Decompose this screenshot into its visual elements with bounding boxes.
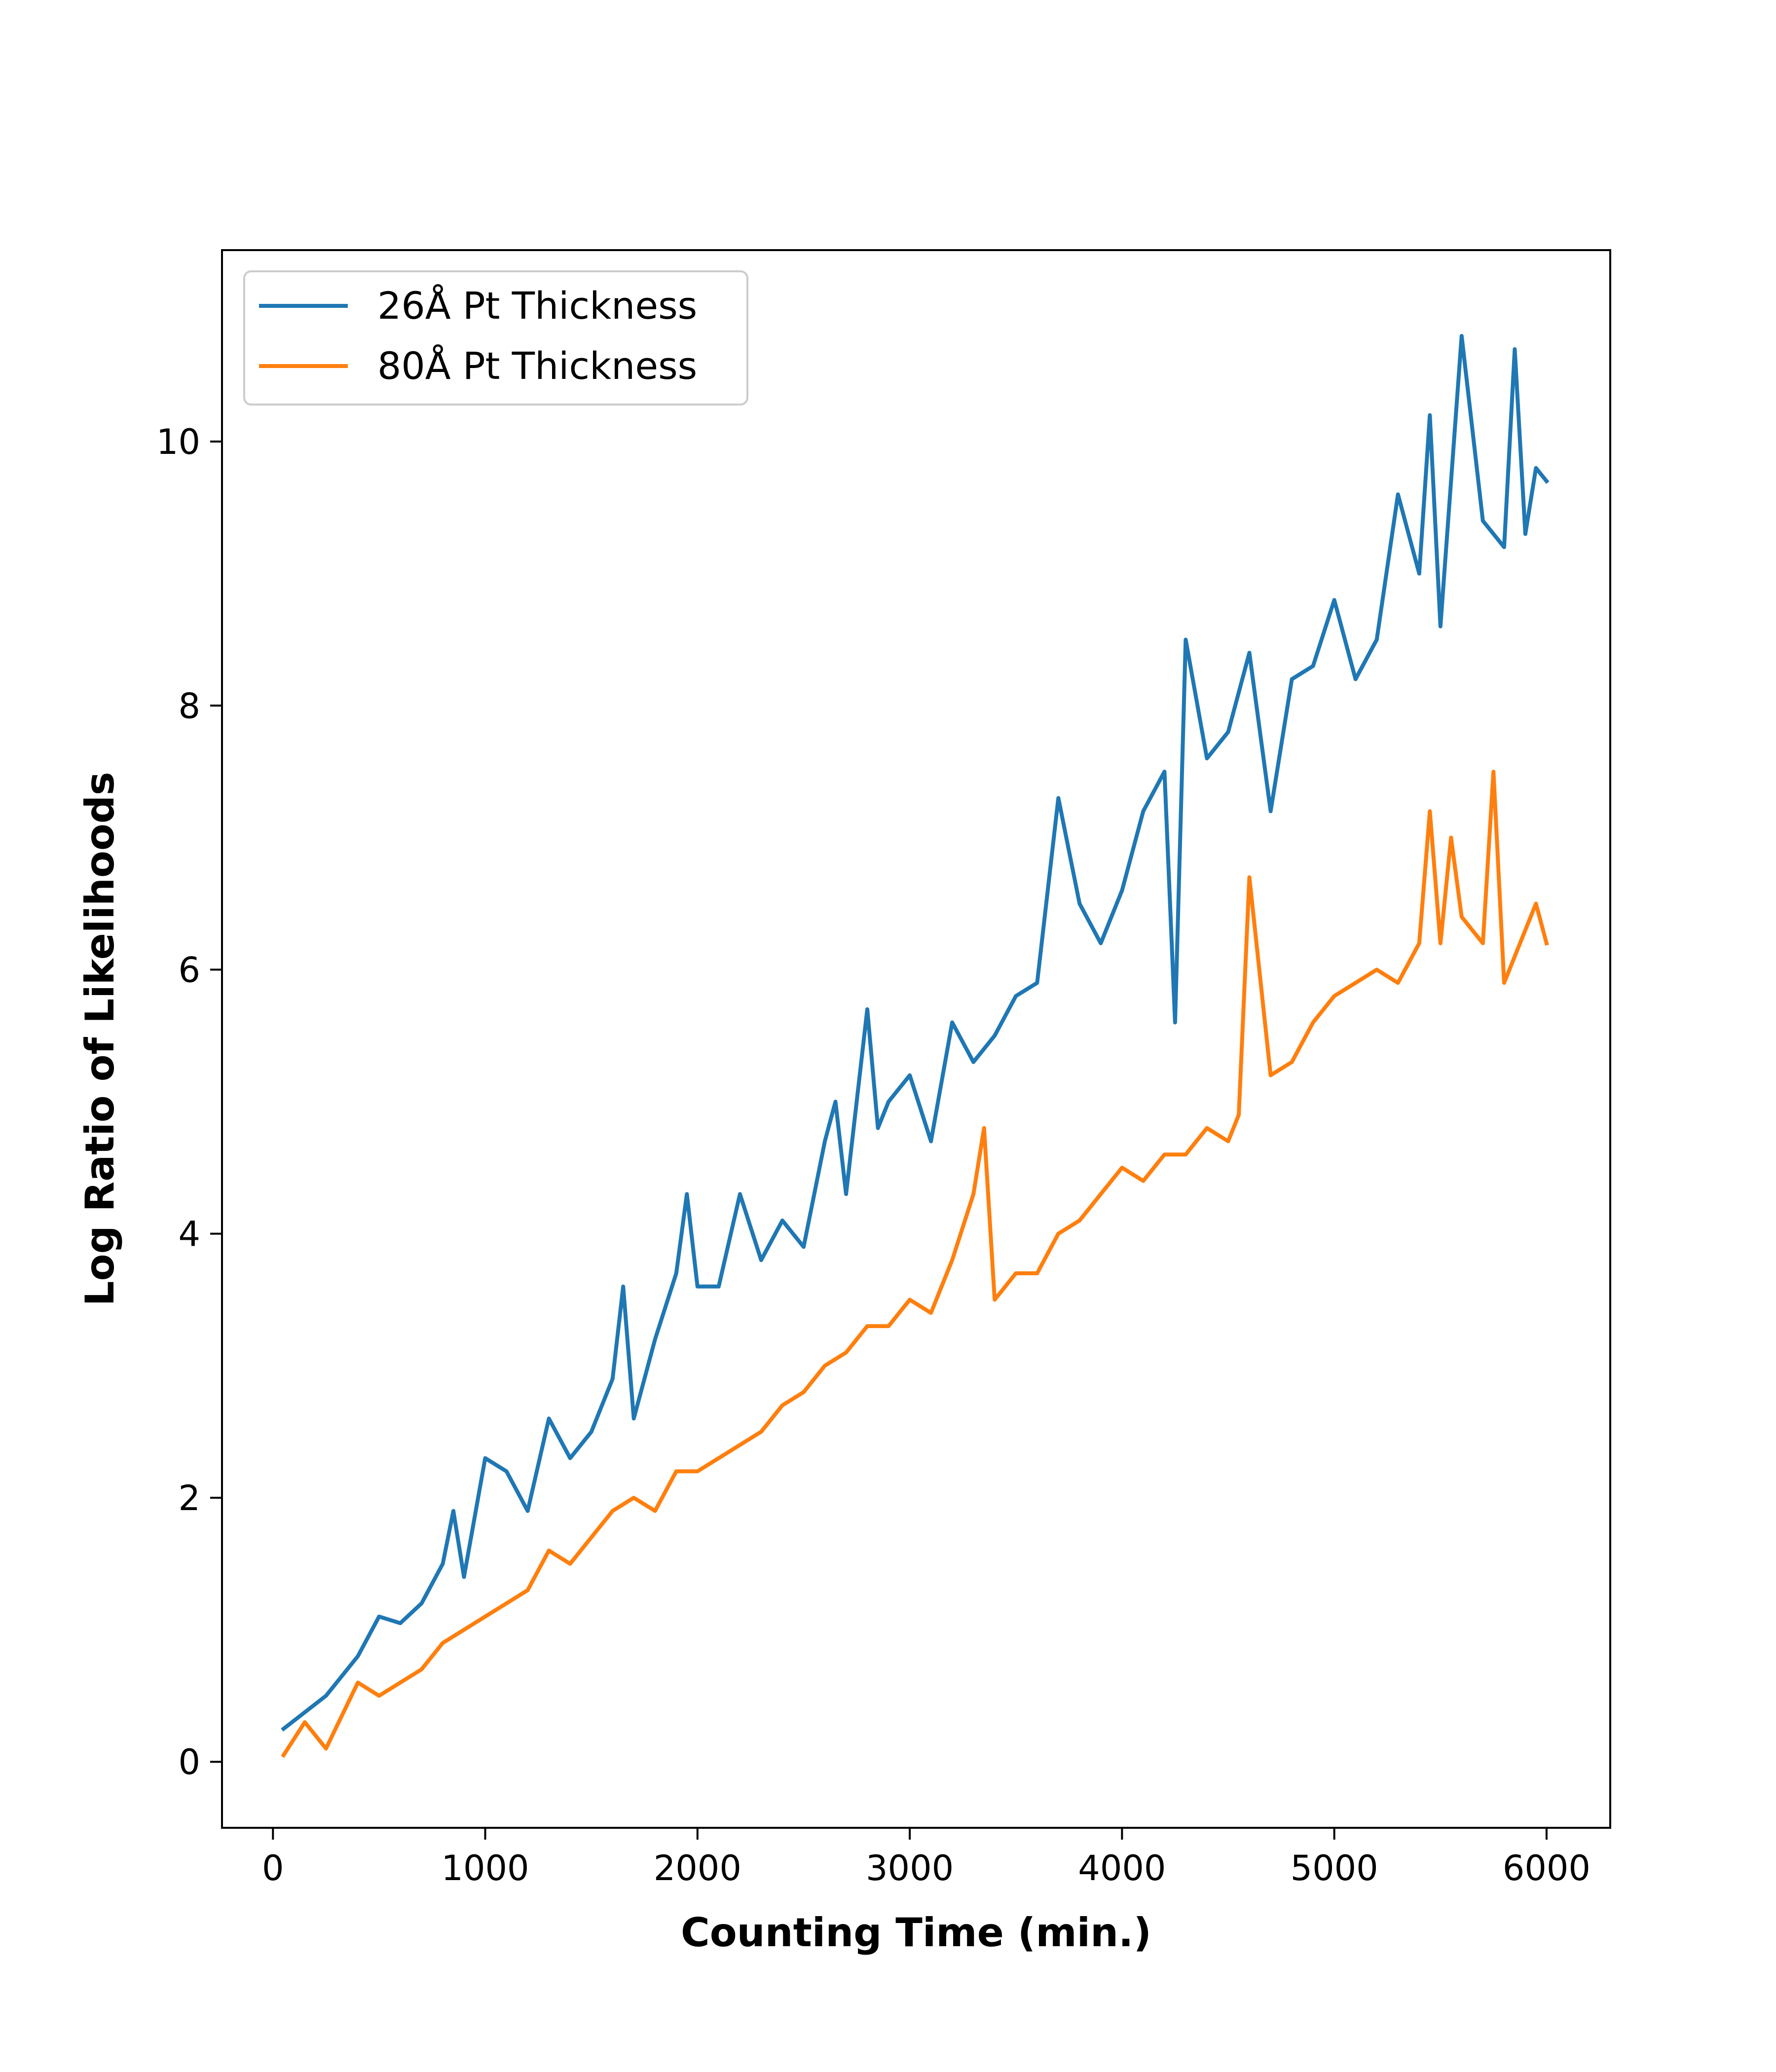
y-tick-label: 6	[178, 950, 200, 991]
legend: 26Å Pt Thickness 80Å Pt Thickness	[243, 270, 748, 406]
y-axis-title: Log Ratio of Likelihoods	[77, 772, 123, 1306]
series-line-0	[281, 333, 1550, 1732]
series-lines	[281, 333, 1550, 1758]
x-tick-label: 5000	[1291, 1848, 1378, 1888]
legend-label-26A: 26Å Pt Thickness	[377, 284, 697, 328]
x-tick-label: 1000	[441, 1848, 529, 1888]
series-line-1	[281, 770, 1549, 1758]
x-axis: 0 1000 2000 3000 4000 5000 6000	[262, 1828, 1591, 1888]
x-tick-label: 3000	[866, 1848, 954, 1888]
x-tick-label: 0	[262, 1848, 284, 1888]
legend-box	[243, 270, 748, 406]
y-tick-label: 10	[156, 422, 200, 462]
x-tick-label: 4000	[1078, 1848, 1166, 1888]
y-axis: 0 2 4 6 8 10	[156, 422, 222, 1782]
plot-frame	[221, 249, 1611, 1829]
y-tick-label: 0	[178, 1742, 200, 1782]
x-tick-label: 2000	[654, 1848, 741, 1888]
y-tick-label: 8	[178, 686, 200, 726]
y-tick-label: 2	[178, 1478, 200, 1518]
x-axis-title: Counting Time (min.)	[681, 1910, 1151, 1956]
legend-label-80A: 80Å Pt Thickness	[377, 344, 697, 388]
x-tick-label: 6000	[1503, 1848, 1591, 1888]
y-tick-label: 4	[178, 1214, 200, 1255]
